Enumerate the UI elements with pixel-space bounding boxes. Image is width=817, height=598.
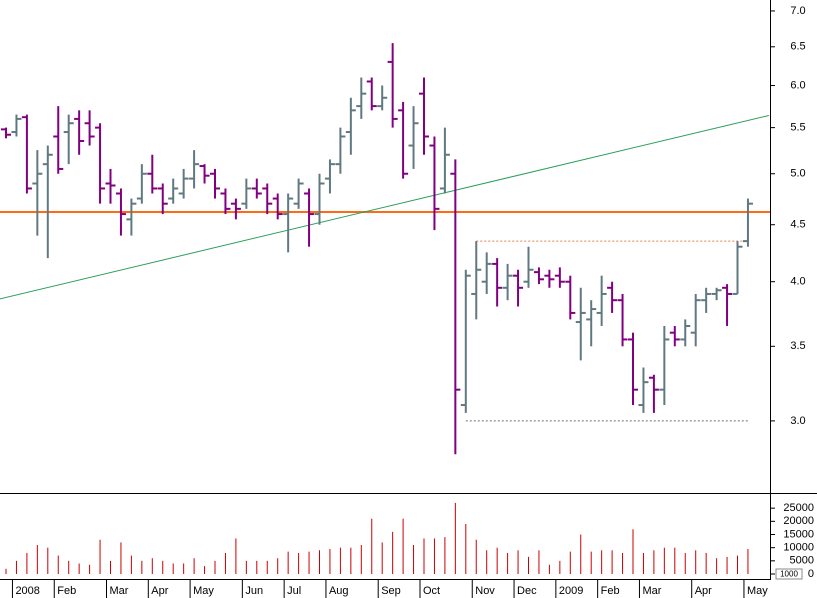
unit-box: [775, 568, 803, 580]
y-tick-label: 10000: [783, 542, 814, 554]
volume-unit-label: 1000: [780, 570, 798, 579]
x-tick-label: Apr: [695, 585, 712, 597]
y-tick-label: 4.5: [790, 219, 805, 231]
x-tick-label: 2009: [559, 585, 583, 597]
x-tick-label: Oct: [423, 585, 440, 597]
y-tick-label: 3.5: [790, 340, 805, 352]
y-tick-label: 4.0: [790, 276, 805, 288]
x-tick-label: May: [747, 585, 768, 597]
y-tick-label: 6.5: [790, 41, 805, 53]
y-tick-label: 15000: [783, 528, 814, 540]
x-tick-label: Feb: [601, 585, 620, 597]
x-tick-label: Nov: [475, 585, 495, 597]
y-tick-label: 20000: [783, 515, 814, 527]
x-tick-label: Sep: [381, 585, 401, 597]
x-tick-label: Aug: [329, 585, 349, 597]
x-tick-label: Mar: [110, 585, 129, 597]
trend-line: [0, 114, 769, 300]
y-tick-label: 5000: [790, 555, 814, 567]
x-tick-label: Mar: [642, 585, 661, 597]
x-tick-label: 2008: [15, 585, 39, 597]
y-tick-label: 6.0: [790, 79, 805, 91]
x-tick-label: Dec: [517, 585, 537, 597]
y-tick-label: 25000: [783, 502, 814, 514]
x-tick-label: Jun: [245, 585, 263, 597]
y-tick-label: 5.0: [790, 168, 805, 180]
x-tick-label: Apr: [151, 585, 168, 597]
y-tick-label: 7.0: [790, 5, 805, 17]
x-tick-label: Feb: [57, 585, 76, 597]
y-tick-label: 3.0: [790, 415, 805, 427]
x-tick-label: Jul: [287, 585, 301, 597]
y-tick-label: 5.5: [790, 122, 805, 134]
x-tick-label: May: [193, 585, 214, 597]
y-tick-label: 0: [808, 568, 814, 580]
